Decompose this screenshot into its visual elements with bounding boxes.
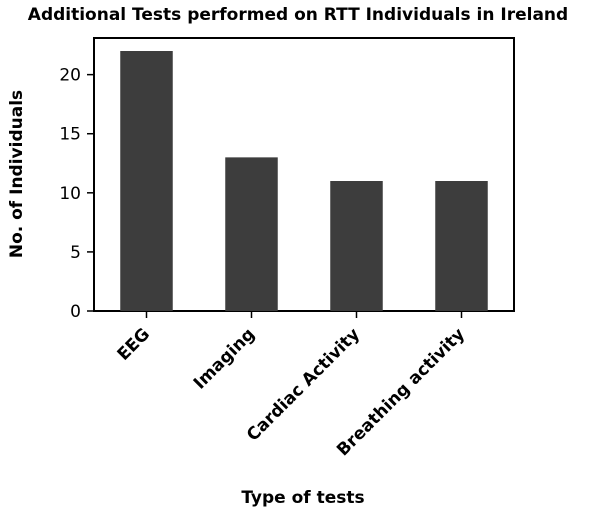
x-tick-label: Imaging [190,324,259,393]
bars [120,51,488,311]
bar [435,181,488,311]
y-tick-label: 15 [59,125,81,145]
plot-frame [93,37,515,312]
y-tick-label: 5 [70,243,81,263]
y-axis-label: No. of Individuals [7,90,27,258]
y-axis-ticks: 0 5 10 15 20 [59,66,94,322]
x-axis-label: Type of tests [241,488,364,508]
y-tick-label: 20 [59,66,81,86]
bar [120,51,173,311]
x-tick-label: Cardiac Activity [243,324,364,445]
bar [330,181,383,311]
x-tick-label: EEG [114,324,154,364]
chart-title: Additional Tests performed on RTT Indivi… [28,5,568,25]
bar [225,157,278,311]
y-tick-label: 10 [59,184,81,204]
y-tick-label: 0 [70,302,81,322]
